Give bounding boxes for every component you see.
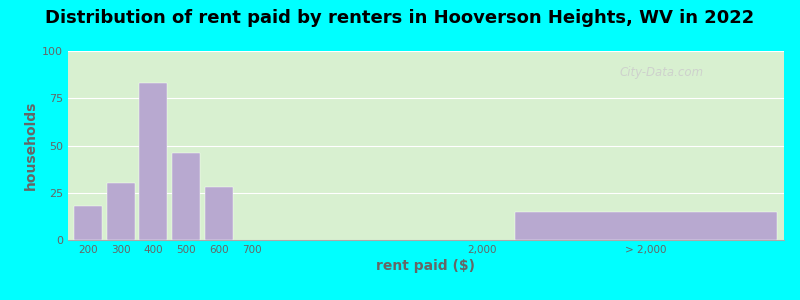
Text: City-Data.com: City-Data.com (619, 66, 703, 79)
Bar (514, 212, 778, 240)
Text: Distribution of rent paid by renters in Hooverson Heights, WV in 2022: Distribution of rent paid by renters in … (46, 9, 754, 27)
Bar (106, 183, 134, 240)
Bar (74, 206, 102, 240)
Y-axis label: households: households (24, 101, 38, 190)
X-axis label: rent paid ($): rent paid ($) (377, 259, 475, 273)
Bar (172, 153, 200, 240)
Bar (205, 187, 233, 240)
Bar (139, 83, 167, 240)
